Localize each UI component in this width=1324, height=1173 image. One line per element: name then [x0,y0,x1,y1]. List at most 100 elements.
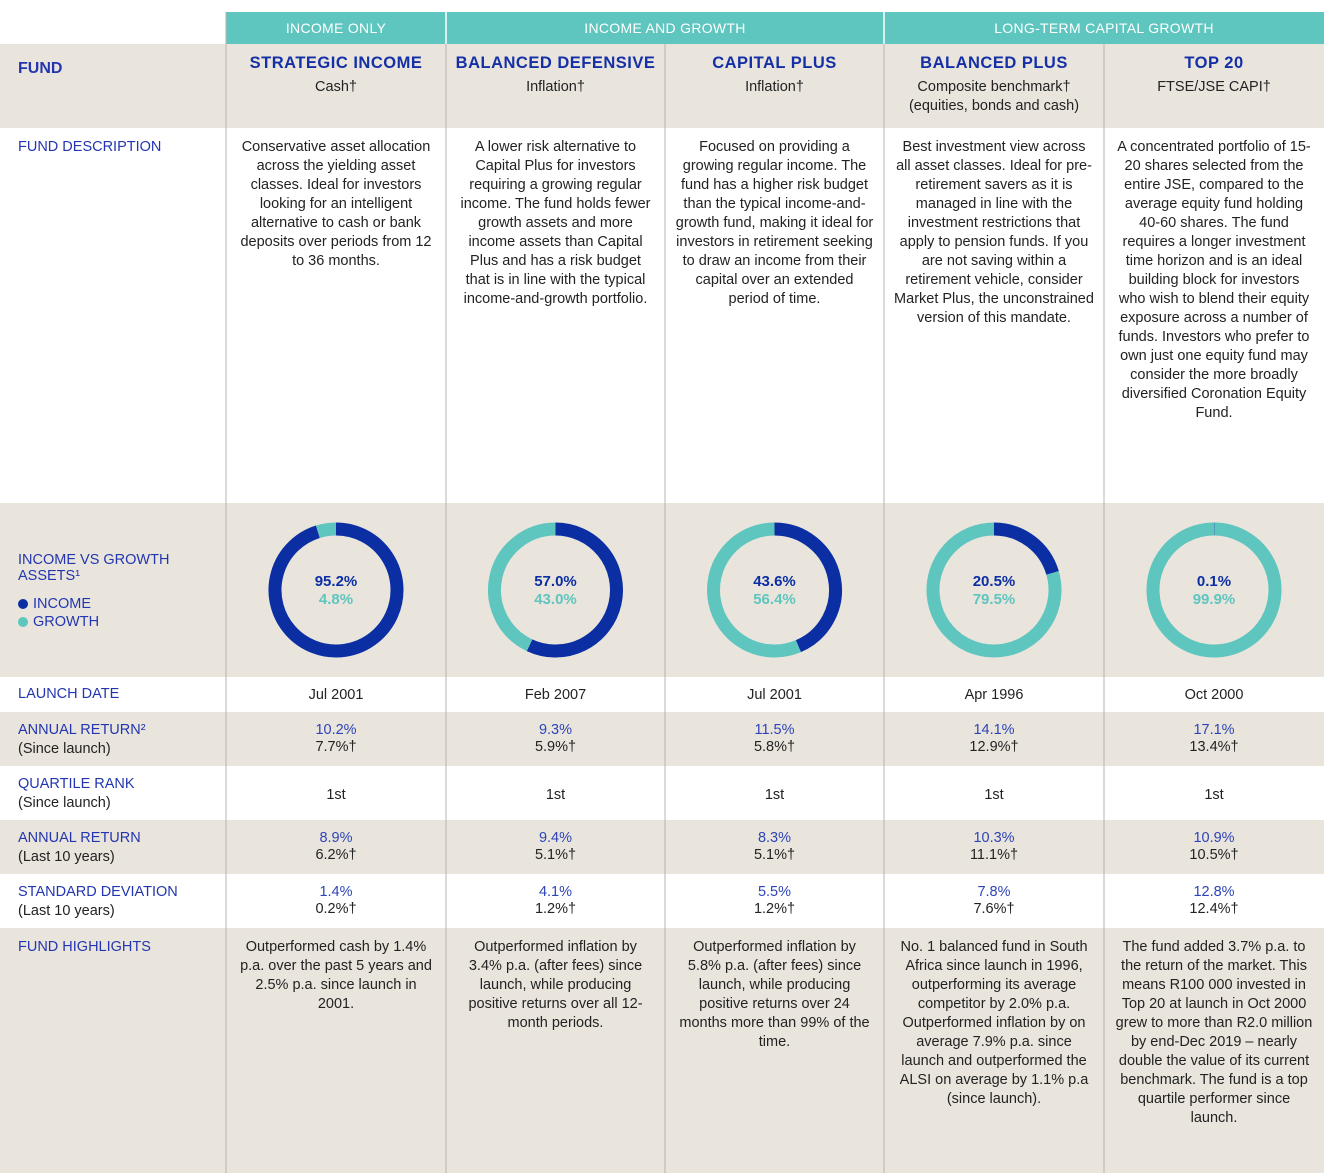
launch-date: Oct 2000 [1184,687,1244,703]
fund-name: TOP 20 [1184,54,1244,72]
fund-benchmark: Composite benchmark† [917,79,1071,95]
legend-swatch [18,599,28,609]
benchmark-value: 6.2%† [315,847,357,863]
launch-date: Jul 2001 [747,687,802,703]
donut-segment [993,522,1059,576]
row-sublabel: (Since launch) [18,741,111,757]
row-sublabel: (Since launch) [18,795,111,811]
benchmark-value: 12.9%† [969,739,1019,755]
donut-segment [526,522,623,658]
fund-name: BALANCED PLUS [920,54,1068,72]
fund-description: Conservative asset allocation across the… [240,139,432,269]
benchmark-value: 0.2%† [315,901,357,917]
legend-label: INCOME [33,596,91,612]
row-label: FUND [18,60,63,77]
donut-label: 0.1% [1197,573,1231,590]
row-label: ANNUAL RETURN² [18,722,146,738]
fund-description: Best investment view across all asset cl… [894,139,1094,326]
row-background [0,712,1324,766]
benchmark-value: 5.8%† [753,739,796,755]
fund-value: 7.8% [977,884,1011,900]
donut-segment [707,522,801,658]
fund-name: CAPITAL PLUS [712,54,837,72]
row-label: FUND DESCRIPTION [18,139,162,155]
benchmark-value: 7.7%† [315,739,357,755]
fund-value: 9.4% [538,830,573,846]
donut-label: 99.9% [1193,591,1236,608]
donut-segment [488,522,556,652]
quartile-rank: 1st [326,787,346,803]
fund-benchmark: (equities, bonds and cash) [908,98,1080,114]
fund-value: 14.1% [973,722,1015,738]
header-group: INCOME AND GROWTH [584,20,746,36]
row-label: FUND HIGHLIGHTS [18,939,151,955]
row-background [0,503,1324,677]
benchmark-value: 7.6%† [973,901,1015,917]
donut-label: 95.2% [315,573,358,590]
fund-value: 4.1% [538,884,573,900]
donut-segment [1146,522,1282,658]
fund-value: 9.3% [538,722,573,738]
donut-label: 43.0% [534,591,577,608]
benchmark-value: 5.9%† [534,739,577,755]
fund-description: Focused on providing a growing regular i… [675,139,874,307]
fund-value: 10.2% [315,722,357,738]
launch-date: Jul 2001 [308,687,364,703]
benchmark-value: 10.5%† [1189,847,1239,863]
donut-label: 4.8% [319,591,353,608]
quartile-rank: 1st [764,787,785,803]
benchmark-value: 12.4%† [1189,901,1239,917]
row-label: STANDARD DEVIATION [18,884,178,900]
row-background [0,820,1324,874]
header-group: LONG-TERM CAPITAL GROWTH [994,20,1214,36]
benchmark-value: 5.1%† [753,847,796,863]
benchmark-value: 13.4%† [1189,739,1239,755]
fund-highlights: No. 1 balanced fund in South Africa sinc… [899,939,1089,1107]
row-background [0,44,1324,128]
header-band [226,12,1324,44]
row-label: LAUNCH DATE [18,686,120,702]
fund-highlights: The fund added 3.7% p.a. to the return o… [1115,939,1313,1126]
quartile-rank: 1st [1204,787,1224,803]
header-group: INCOME ONLY [285,20,387,36]
fund-benchmark: FTSE/JSE CAPI† [1157,79,1271,95]
donut-segment [315,522,337,539]
fund-description: A lower risk alternative to Capital Plus… [460,139,651,307]
donut-label: 79.5% [973,591,1016,608]
fund-name: BALANCED DEFENSIVE [455,54,656,72]
benchmark-value: 5.1%† [534,847,577,863]
fund-highlights: Outperformed inflation by 3.4% p.a. (aft… [468,939,643,1031]
donut-segment [926,522,1062,658]
benchmark-value: 1.2%† [534,901,577,917]
donut-label: 20.5% [973,573,1016,590]
donut-label: 43.6% [753,573,796,590]
legend-swatch [18,617,28,627]
fund-highlights: Outperformed inflation by 5.8% p.a. (aft… [679,939,870,1050]
legend-label: GROWTH [33,614,100,630]
row-sublabel: (Last 10 years) [18,849,115,865]
donut-label: 56.4% [753,591,796,608]
fund-description: A concentrated portfolio of 15-20 shares… [1117,139,1311,421]
fund-value: 17.1% [1193,722,1235,738]
fund-value: 8.9% [319,830,353,846]
fund-name: STRATEGIC INCOME [249,54,423,72]
quartile-rank: 1st [984,787,1004,803]
fund-benchmark: Cash† [315,79,357,95]
fund-benchmark: Inflation† [526,79,585,95]
donut-segment [268,522,404,658]
row-background [0,928,1324,1173]
fund-value: 11.5% [754,722,795,738]
fund-value: 1.4% [319,884,353,900]
row-label: QUARTILE RANK [18,776,135,792]
fund-value: 12.8% [1193,884,1235,900]
benchmark-value: 11.1%† [969,847,1019,863]
fund-value: 10.3% [973,830,1015,846]
row-sublabel: (Last 10 years) [18,903,115,919]
launch-date: Apr 1996 [964,687,1024,703]
donut-label: 57.0% [534,573,577,590]
launch-date: Feb 2007 [524,687,587,703]
quartile-rank: 1st [545,787,566,803]
benchmark-value: 1.2%† [753,901,796,917]
